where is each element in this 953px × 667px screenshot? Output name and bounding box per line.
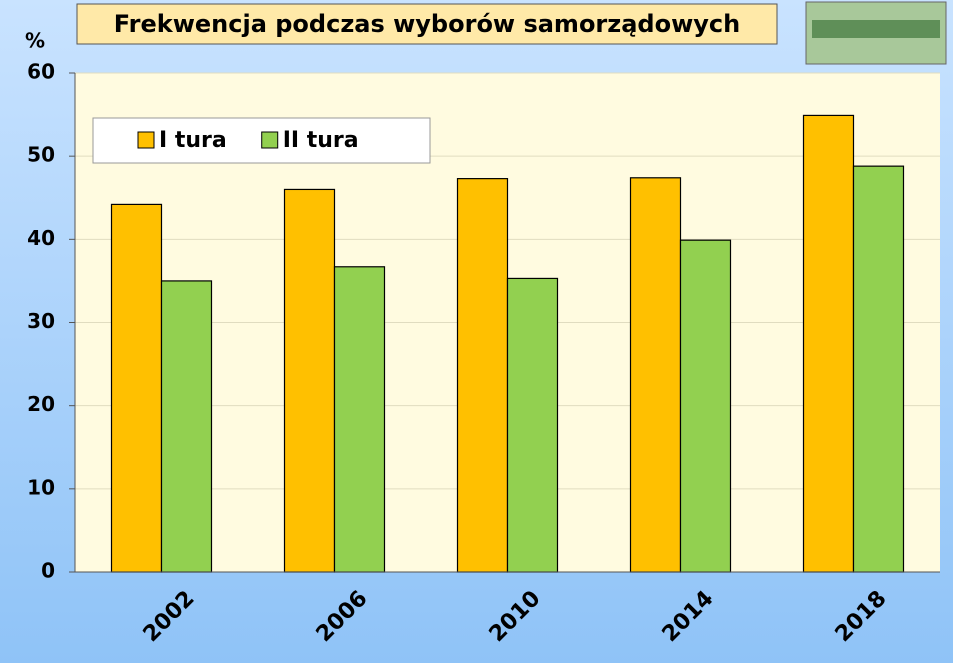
legend-swatch: [138, 132, 154, 148]
y-tick-label: 0: [41, 559, 55, 583]
bar: [631, 178, 681, 572]
chart-title: Frekwencja podczas wyborów samorządowych: [114, 10, 740, 38]
chart: Frekwencja podczas wyborów samorządowych…: [0, 0, 953, 663]
bar: [854, 166, 904, 572]
bar: [681, 240, 731, 572]
bar: [508, 278, 558, 572]
bar: [285, 189, 335, 572]
y-tick-label: 60: [27, 60, 55, 84]
legend-label: I tura: [159, 128, 227, 153]
bar: [458, 179, 508, 572]
legend-swatch: [262, 132, 278, 148]
bar: [162, 281, 212, 572]
bar: [112, 204, 162, 572]
y-tick-label: 40: [27, 226, 55, 250]
y-tick-label: 50: [27, 143, 55, 167]
logo-band: [812, 20, 940, 38]
y-tick-label: 10: [27, 475, 55, 499]
bar: [335, 267, 385, 572]
y-tick-label: 30: [27, 309, 55, 333]
bar: [804, 115, 854, 572]
y-tick-label: 20: [27, 392, 55, 416]
logo: [806, 2, 946, 64]
legend-label: II tura: [283, 128, 359, 153]
y-axis-label: %: [25, 29, 45, 53]
